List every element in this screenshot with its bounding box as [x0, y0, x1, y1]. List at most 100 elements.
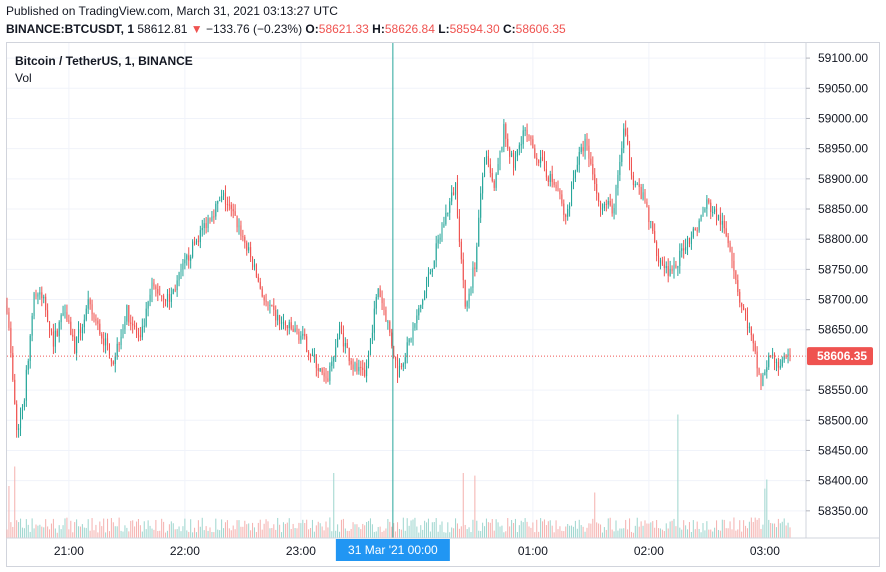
volume-bar — [451, 527, 453, 538]
volume-bar — [460, 526, 462, 538]
candle-body — [478, 217, 480, 247]
candle-body — [513, 153, 515, 168]
candle-body — [613, 208, 615, 214]
volume-bar — [764, 488, 766, 538]
candle-body — [522, 130, 524, 145]
candle-body — [294, 328, 296, 332]
volume-bar — [286, 522, 288, 538]
volume-bar — [511, 520, 513, 538]
volume-bar — [416, 526, 418, 538]
candle-body — [52, 331, 54, 347]
candle-body — [677, 265, 679, 268]
candle-body — [205, 223, 207, 229]
candle-body — [157, 288, 159, 294]
candle-body — [534, 148, 536, 158]
candle-body — [509, 148, 511, 157]
candle-body — [632, 175, 634, 185]
candle-body — [168, 294, 170, 302]
volume-bar — [470, 532, 472, 538]
volume-bar — [443, 532, 445, 538]
volume-bar — [426, 522, 428, 538]
price-tick-label: 58750.00 — [818, 262, 868, 276]
candle-body — [514, 156, 516, 168]
volume-bar — [712, 531, 714, 538]
time-tick-label: 03:00 — [750, 544, 780, 558]
volume-bar — [437, 531, 439, 538]
candle-body — [493, 180, 495, 188]
volume-bar — [652, 521, 654, 538]
volume-bar — [673, 518, 675, 538]
candle-body — [770, 355, 772, 357]
volume-bar — [143, 521, 145, 538]
candle-body — [95, 318, 97, 321]
volume-bar — [282, 522, 284, 538]
volume-bar — [269, 528, 271, 538]
volume-bar — [377, 527, 379, 538]
candle-body — [114, 356, 116, 365]
volume-bar — [561, 530, 563, 538]
volume-bar — [62, 525, 64, 538]
price-axis[interactable]: 59100.00 59050.00 59000.00 58950.00 58900.00… — [805, 43, 873, 538]
candle-body — [474, 267, 476, 270]
price-tick-label: 58700.00 — [818, 293, 868, 307]
candle-body — [269, 304, 271, 306]
candle-body — [252, 257, 254, 268]
candle-body — [590, 158, 592, 165]
candle-body — [464, 280, 466, 307]
candle-body — [178, 272, 180, 281]
volume-bar — [132, 520, 134, 538]
candle-body — [64, 312, 66, 314]
volume-bar — [775, 527, 777, 538]
volume-bar — [586, 527, 588, 538]
volume-bar — [464, 524, 466, 538]
volume-bar — [455, 518, 457, 538]
candle-body — [748, 326, 750, 329]
candle-body — [45, 296, 47, 311]
volume-bar — [393, 523, 395, 538]
last-price-label: 58606.35 — [817, 349, 867, 363]
candle-body — [159, 293, 161, 296]
volume-bar — [240, 526, 242, 538]
volume-bar — [779, 523, 781, 538]
time-axis[interactable]: 21:00 22:00 23:00 01:00 02:00 03:00 31 Mar '21… — [7, 537, 880, 561]
volume-bar — [745, 525, 747, 538]
candle-body — [139, 335, 141, 338]
volume-bar — [49, 529, 51, 538]
volume-bar — [681, 529, 683, 538]
volume-bar — [107, 518, 109, 538]
candle-body — [426, 283, 428, 292]
volume-bar — [429, 531, 431, 538]
volume-bar — [298, 522, 300, 538]
candle-body — [642, 192, 644, 199]
candle-body — [126, 305, 128, 322]
volume-bar — [766, 479, 768, 538]
volume-bar — [29, 531, 31, 538]
candle-body — [223, 192, 225, 197]
candle-body — [170, 293, 172, 302]
volume-bar — [116, 526, 118, 538]
volume-bar — [700, 532, 702, 538]
candle-body — [586, 138, 588, 146]
volume-bar — [294, 528, 296, 538]
volume-bar — [706, 521, 708, 538]
volume-bar — [580, 525, 582, 538]
candle-body — [369, 338, 371, 351]
candle-body — [692, 228, 694, 238]
candle-body — [381, 297, 383, 304]
volume-bar — [223, 528, 225, 538]
volume-bar — [114, 526, 116, 538]
candle-body — [151, 282, 153, 295]
candle-body — [685, 246, 687, 251]
volume-bar — [743, 520, 745, 538]
candle-body — [240, 225, 242, 237]
candle-body — [145, 308, 147, 326]
candle-body — [182, 263, 184, 270]
candle-body — [588, 145, 590, 159]
volume-bar — [385, 528, 387, 538]
volume-bar — [408, 525, 410, 538]
volume-bar — [503, 532, 505, 538]
volume-bar — [516, 532, 518, 538]
volume-bar — [456, 523, 458, 538]
volume-bar — [194, 527, 196, 538]
